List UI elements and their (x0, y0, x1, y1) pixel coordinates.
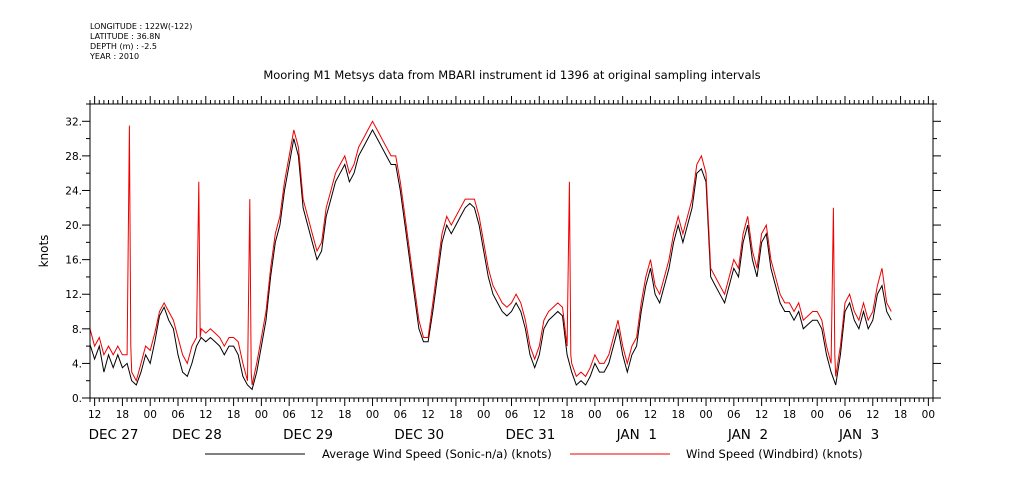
meta-depth: DEPTH (m) : -2.5 (90, 42, 157, 51)
y-tick-label: 12. (65, 289, 82, 301)
x-tick-label: 18 (449, 409, 462, 421)
x-tick-label: 06 (394, 409, 408, 421)
date-labels: DEC 27 DEC 28 DEC 29 DEC 30 DEC 31 JAN 1 JAN 2… (89, 427, 880, 443)
x-tick-label: 18 (116, 409, 129, 421)
y-axis-label: knots (37, 235, 51, 268)
x-tick-label: 06 (838, 409, 852, 421)
y-tick-label: 28. (65, 151, 82, 163)
x-tick-label: 00 (811, 409, 824, 421)
series-line-windbird-wind-speed (89, 120, 892, 386)
x-tick-label: 12 (644, 409, 657, 421)
x-tick-label: 06 (282, 409, 296, 421)
x-tick-label: 06 (727, 409, 741, 421)
legend-label-windbird-wind-speed: Wind Speed (Windbird) (knots) (686, 447, 863, 461)
meta-year: YEAR : 2010 (89, 52, 139, 61)
y-tick-label: 32. (65, 116, 82, 128)
x-tick-label: 00 (699, 409, 712, 421)
x-tick-label: 18 (894, 409, 907, 421)
x-tick-label: 00 (922, 409, 935, 421)
plot-frame (89, 103, 934, 399)
y-tick-label: 24. (65, 185, 82, 197)
date-label: DEC 28 (172, 427, 222, 443)
y-tick-label: 20. (65, 220, 82, 232)
x-tick-label: 06 (616, 409, 630, 421)
y-tick-label: 16. (65, 255, 82, 267)
series-line-average-wind-speed (89, 128, 892, 391)
y-tick-label: 8. (72, 324, 82, 336)
x-tick-label: 12 (199, 409, 212, 421)
y-tick-label: 0. (72, 393, 82, 405)
x-tick-label: 06 (171, 409, 185, 421)
x-tick-label: 18 (338, 409, 351, 421)
date-label: DEC 31 (506, 427, 556, 443)
x-tick-label: 00 (588, 409, 601, 421)
x-tick-label: 12 (421, 409, 434, 421)
y-tick-labels: 0. 4. 8. 12. 16. 20. 24. 28. 32. (65, 116, 82, 405)
x-tick-label: 00 (366, 409, 379, 421)
x-tick-label: 18 (560, 409, 573, 421)
meta-longitude: LONGITUDE : 122W(-122) (90, 22, 192, 31)
x-tick-label: 00 (255, 409, 268, 421)
chart-title: Mooring M1 Metsys data from MBARI instru… (263, 68, 760, 82)
x-tick-label: 18 (227, 409, 240, 421)
date-label: DEC 29 (283, 427, 333, 443)
x-tick-label: 12 (533, 409, 546, 421)
metadata-block: LONGITUDE : 122W(-122) LATITUDE : 36.8N … (89, 22, 192, 61)
date-label: JAN 2 (727, 427, 768, 443)
legend-label-average-wind-speed: Average Wind Speed (Sonic-n/a) (knots) (322, 447, 552, 461)
date-label: JAN 3 (838, 427, 879, 443)
axis-ticks (82, 96, 941, 406)
x-tick-label: 18 (672, 409, 685, 421)
legend: Average Wind Speed (Sonic-n/a) (knots) W… (205, 447, 863, 461)
meta-latitude: LATITUDE : 36.8N (90, 32, 160, 41)
date-label: DEC 30 (394, 427, 444, 443)
x-tick-label: 00 (144, 409, 157, 421)
x-tick-label: 12 (310, 409, 323, 421)
x-tick-label: 18 (783, 409, 796, 421)
x-tick-label: 12 (866, 409, 879, 421)
x-tick-label: 12 (755, 409, 768, 421)
y-tick-label: 4. (72, 358, 82, 370)
x-tick-label: 12 (88, 409, 101, 421)
date-label: JAN 1 (616, 427, 657, 443)
date-label: DEC 27 (89, 427, 139, 443)
x-tick-labels: 12 18 00 06 12 18 00 06 12 18 00 06 12 18 00 06 12 18 00 06… (88, 409, 935, 421)
plot-lines (89, 120, 892, 391)
x-tick-label: 00 (477, 409, 490, 421)
x-tick-label: 06 (505, 409, 519, 421)
